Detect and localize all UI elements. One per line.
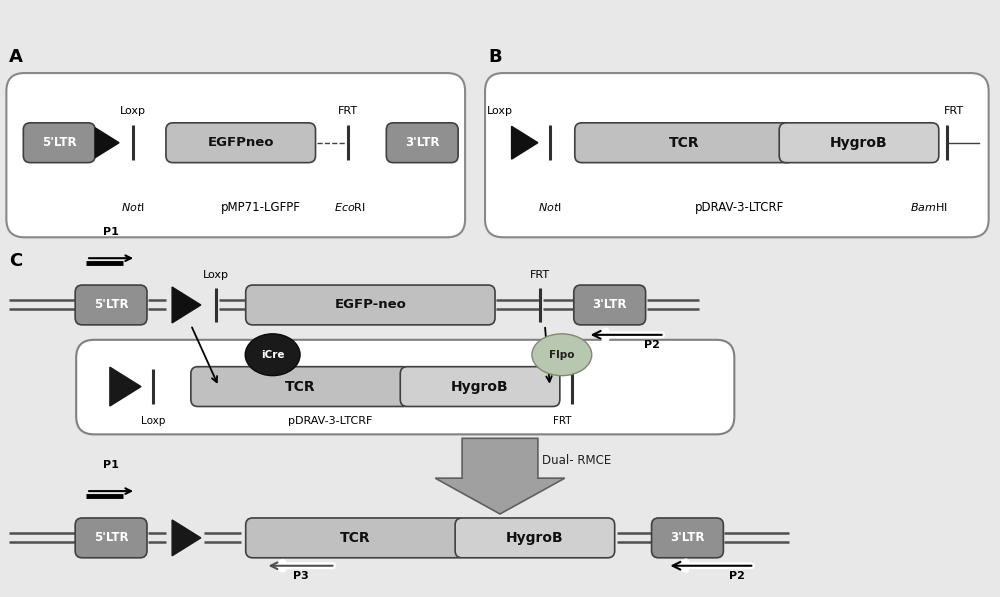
Text: TCR: TCR: [340, 531, 371, 545]
Text: $\it{Not}$I: $\it{Not}$I: [538, 201, 562, 213]
Text: 5'LTR: 5'LTR: [42, 136, 77, 149]
FancyBboxPatch shape: [75, 285, 147, 325]
Text: HygroB: HygroB: [506, 531, 564, 545]
FancyBboxPatch shape: [779, 123, 939, 162]
Text: TCR: TCR: [285, 380, 316, 393]
FancyBboxPatch shape: [575, 123, 794, 162]
Text: EGFP-neo: EGFP-neo: [334, 298, 406, 312]
Text: P2: P2: [644, 340, 660, 350]
Ellipse shape: [532, 334, 592, 376]
Text: C: C: [9, 252, 23, 270]
Text: P3: P3: [293, 571, 308, 581]
FancyBboxPatch shape: [400, 367, 560, 407]
Text: Flpo: Flpo: [549, 350, 575, 360]
Text: FRT: FRT: [944, 106, 964, 116]
FancyBboxPatch shape: [76, 340, 734, 435]
FancyBboxPatch shape: [246, 285, 495, 325]
Text: 3'LTR: 3'LTR: [592, 298, 627, 312]
Text: Loxp: Loxp: [487, 106, 513, 116]
FancyBboxPatch shape: [246, 518, 465, 558]
Text: pDRAV-3-LTCRF: pDRAV-3-LTCRF: [695, 201, 784, 214]
Text: B: B: [488, 48, 502, 66]
Polygon shape: [172, 520, 201, 556]
Text: Dual- RMCE: Dual- RMCE: [542, 454, 611, 467]
Text: P1: P1: [103, 460, 119, 470]
Text: A: A: [9, 48, 23, 66]
FancyBboxPatch shape: [455, 518, 615, 558]
Text: 3'LTR: 3'LTR: [670, 531, 705, 544]
FancyBboxPatch shape: [386, 123, 458, 162]
Text: HygroB: HygroB: [451, 380, 509, 393]
Polygon shape: [95, 128, 119, 158]
Text: FRT: FRT: [553, 416, 572, 426]
Text: iCre: iCre: [261, 350, 284, 360]
Text: P2: P2: [729, 571, 745, 581]
Text: 5'LTR: 5'LTR: [94, 531, 128, 544]
Text: 5'LTR: 5'LTR: [94, 298, 128, 312]
Text: Loxp: Loxp: [203, 270, 229, 280]
Text: TCR: TCR: [669, 136, 700, 150]
Text: Loxp: Loxp: [120, 106, 146, 116]
Text: FRT: FRT: [338, 106, 358, 116]
FancyBboxPatch shape: [574, 285, 646, 325]
Text: pDRAV-3-LTCRF: pDRAV-3-LTCRF: [288, 416, 373, 426]
Polygon shape: [110, 367, 141, 406]
Text: P1: P1: [103, 227, 119, 237]
FancyBboxPatch shape: [652, 518, 723, 558]
Text: pMP71-LGFPF: pMP71-LGFPF: [221, 201, 301, 214]
Text: $\it{Not}$I: $\it{Not}$I: [121, 201, 145, 213]
FancyBboxPatch shape: [485, 73, 989, 237]
Text: Loxp: Loxp: [141, 416, 165, 426]
Polygon shape: [435, 438, 565, 514]
FancyBboxPatch shape: [75, 518, 147, 558]
Polygon shape: [512, 127, 538, 159]
Text: 3'LTR: 3'LTR: [405, 136, 439, 149]
FancyBboxPatch shape: [191, 367, 410, 407]
FancyBboxPatch shape: [6, 73, 465, 237]
FancyBboxPatch shape: [23, 123, 95, 162]
Ellipse shape: [245, 334, 300, 376]
Text: $\it{Bam}$HI: $\it{Bam}$HI: [910, 201, 948, 213]
Polygon shape: [172, 287, 201, 323]
FancyBboxPatch shape: [166, 123, 316, 162]
Text: $\it{Eco}$RI: $\it{Eco}$RI: [334, 201, 366, 213]
Text: HygroB: HygroB: [830, 136, 888, 150]
Text: EGFPneo: EGFPneo: [207, 136, 274, 149]
Text: FRT: FRT: [530, 270, 550, 280]
